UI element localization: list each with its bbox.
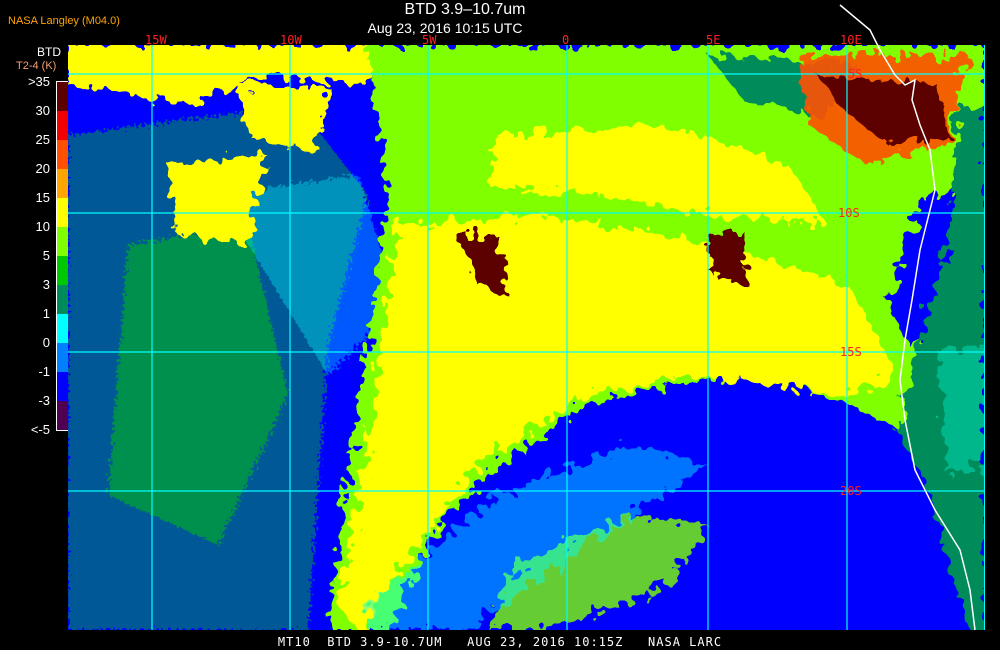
cloud-texture-west [68,105,398,630]
latlon-grid [68,45,985,630]
colorbar-label: >35 [27,74,50,89]
image-title: BTD 3.9–10.7um [404,1,526,18]
lon-label-5e: 5E [706,33,721,47]
credit-label: NASA Langley (M04.0) [8,15,120,27]
colorbar-label: 30 [35,103,50,118]
colorbar-label: 15 [35,190,50,205]
satellite-image [68,45,985,630]
lon-label-10e: 10E [840,33,862,47]
coastline-path [839,4,976,631]
lat-label-20s: 20S [840,484,862,498]
colorbar-label: 1 [42,306,50,321]
lat-label-15s: 15S [840,345,862,359]
lat-label-5s: 5S [848,67,863,81]
colorbar-label: 20 [35,161,50,176]
image-timestamp: Aug 23, 2016 10:15 UTC [367,20,523,36]
colorbar-units: T2-4 (K) [16,60,57,72]
colorbar-label: <-5 [30,422,50,437]
colorbar-label: 3 [42,277,50,292]
colorbar-label: 25 [35,132,50,147]
lon-label-15w: 15W [145,33,167,47]
footer-caption: MT10 BTD 3.9-10.7UM AUG 23, 2016 10:15Z … [277,635,723,649]
lat-label-10s: 10S [838,206,860,220]
lon-label-5w: 5W [422,33,437,47]
colorbar-title: BTD [37,45,61,59]
colorbar-label: -1 [38,364,50,379]
colorbar-label: 0 [42,335,50,350]
lon-label-0: 0 [562,33,570,47]
colorbar-label: -3 [38,393,50,408]
colorbar-label: 5 [42,248,50,263]
lon-label-10w: 10W [280,33,302,47]
colorbar-label: 10 [35,219,50,234]
